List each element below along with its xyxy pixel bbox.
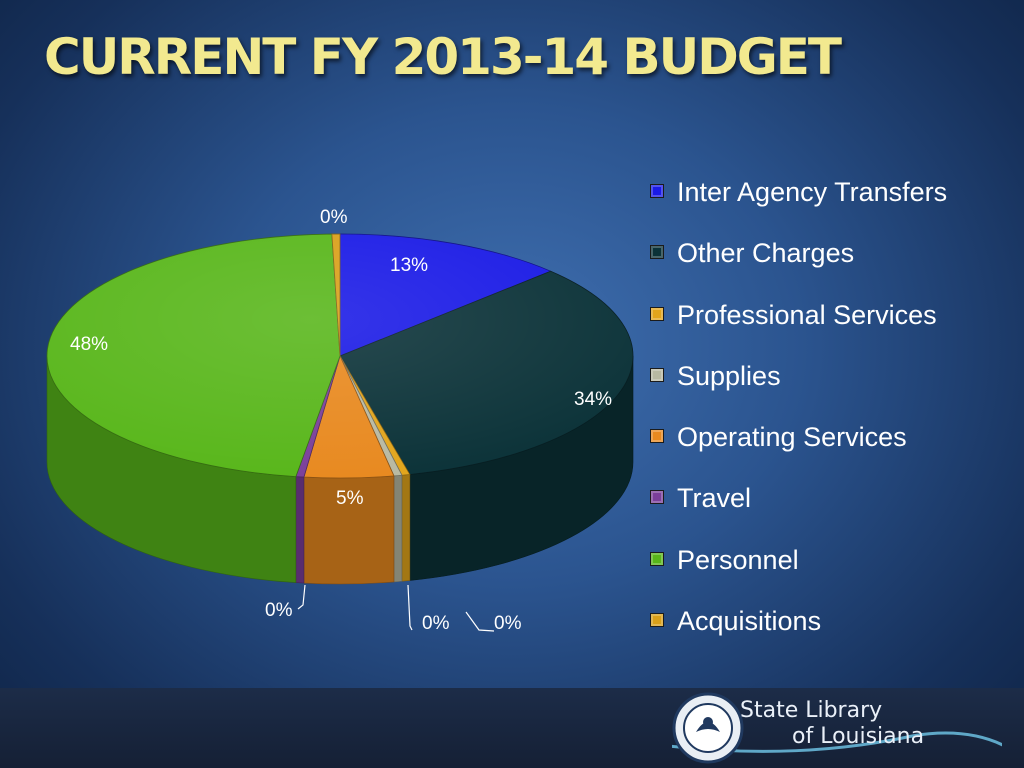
data-label-other-charges: 34%: [574, 389, 612, 410]
state-library-logo: [672, 692, 1002, 764]
leader-line: [407, 584, 413, 631]
legend-swatch: [650, 245, 664, 260]
legend-label: Personnel: [677, 544, 799, 575]
legend-label: Travel: [677, 483, 752, 514]
legend-label: Supplies: [677, 360, 781, 391]
page-title: CURRENT FY 2013-14 BUDGET: [44, 28, 842, 86]
state-library-wordmark: State Library of Louisiana: [740, 698, 924, 750]
data-label-professional-services: 0%: [320, 207, 348, 228]
leader-line: [465, 611, 495, 632]
pie-side-professional-services: [401, 474, 411, 582]
data-label-personnel: 48%: [70, 334, 108, 355]
legend-item-acquisitions: Acquisitions: [650, 605, 947, 666]
pie-data-labels: 13% 34% 0% 0% 5% 0% 48% 0%: [70, 207, 612, 634]
data-label-operating-services: 5%: [336, 488, 364, 509]
legend-label: Other Charges: [677, 238, 855, 269]
legend-label: Inter Agency Transfers: [677, 177, 948, 207]
legend-swatch: [650, 551, 664, 566]
legend-label: Operating Services: [677, 422, 907, 453]
legend-swatch: [650, 613, 664, 628]
pie-shine: [47, 234, 633, 478]
legend-item-personnel: Personnel: [650, 544, 947, 605]
pie-side-travel: [295, 476, 305, 584]
leader-line: [297, 584, 306, 610]
legend-item-other-charges: Other Charges: [650, 237, 947, 298]
legend-label: Professional Services: [677, 299, 937, 330]
legend-item-inter-agency-transfers: Inter Agency Transfers: [650, 176, 947, 237]
pie-sides: [46, 355, 634, 585]
data-label-inter-agency-transfers: 13%: [390, 255, 428, 276]
data-label-acquisitions: 0%: [494, 613, 522, 634]
legend-swatch: [650, 367, 664, 382]
legend-item-travel: Travel: [650, 482, 947, 543]
legend-swatch: [650, 306, 664, 321]
logo-line1: State Library: [740, 698, 883, 723]
data-label-supplies: 0%: [422, 613, 450, 634]
pie-slices: [46, 233, 634, 479]
legend-label: Acquisitions: [677, 606, 822, 637]
legend-swatch: [650, 429, 664, 444]
chart-legend: Inter Agency Transfers Other Charges Profe…: [650, 176, 947, 666]
pie-side-supplies: [393, 474, 403, 583]
logo-line2: of Louisiana: [792, 724, 925, 749]
legend-item-professional-services: Professional Services: [650, 299, 947, 360]
legend-item-operating-services: Operating Services: [650, 421, 947, 482]
legend-item-supplies: Supplies: [650, 360, 947, 421]
legend-swatch: [650, 184, 664, 198]
data-label-travel: 0%: [265, 600, 293, 621]
legend-swatch: [650, 490, 664, 505]
pie-leader-lines: [297, 584, 495, 632]
footer-band: [0, 688, 1024, 768]
